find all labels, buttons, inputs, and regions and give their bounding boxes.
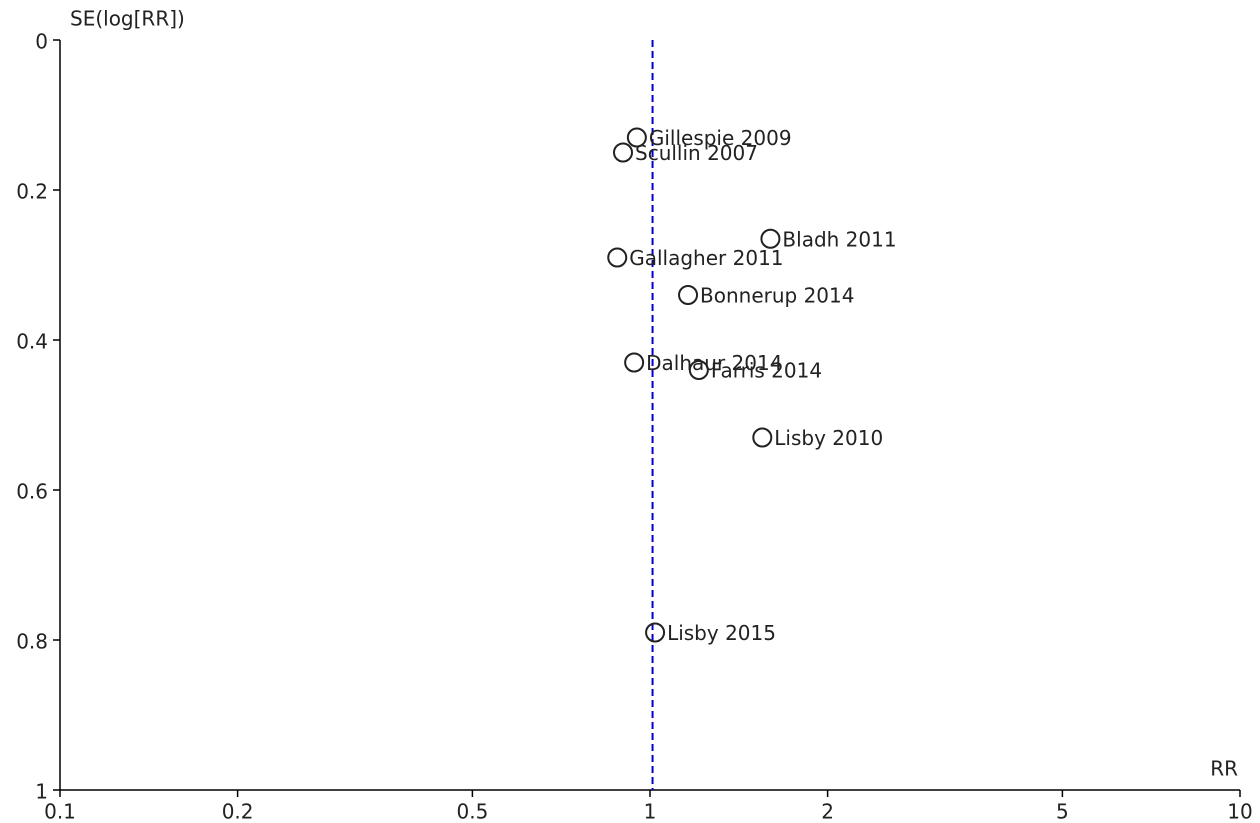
point-label: Farris 2014 [711, 359, 822, 383]
point [760, 228, 781, 249]
x-tick-label: 0.2 [222, 800, 254, 823]
point [688, 360, 709, 380]
point [613, 142, 634, 163]
point-label: Gallagher 2011 [629, 246, 783, 270]
y-tick-label: 1 [35, 780, 48, 804]
point [607, 247, 628, 268]
y-tick-label: 0.8 [16, 630, 48, 654]
point-label: Lisby 2015 [667, 621, 776, 645]
point-label: Bladh 2011 [782, 227, 896, 251]
point [624, 352, 645, 373]
y-tick-label: 0.4 [16, 330, 48, 354]
point [645, 622, 666, 643]
y-axis-label: SE(log[RR]) [70, 7, 185, 31]
x-tick-label: 0.1 [44, 800, 76, 823]
y-tick-label: 0.2 [16, 180, 48, 204]
y-tick-label: 0.6 [16, 480, 48, 504]
x-tick-label: 0.5 [456, 800, 488, 823]
x-tick-label: 5 [1056, 800, 1069, 823]
x-axis-label: RR [1210, 757, 1238, 781]
point-label: Gillespie 2009 [649, 126, 792, 150]
point [678, 285, 699, 305]
point [752, 427, 773, 448]
x-tick-label: 10 [1227, 800, 1252, 823]
x-tick-label: 2 [821, 800, 834, 823]
point-label: Lisby 2010 [774, 426, 883, 450]
point-label: Dalhaur 2014 [646, 351, 782, 375]
point-label: Bonnerup 2014 [700, 284, 854, 308]
point [626, 127, 647, 148]
y-tick-label: 0 [35, 30, 48, 54]
x-tick-label: 1 [644, 800, 657, 823]
point-label: Scullin 2007 [635, 141, 758, 165]
